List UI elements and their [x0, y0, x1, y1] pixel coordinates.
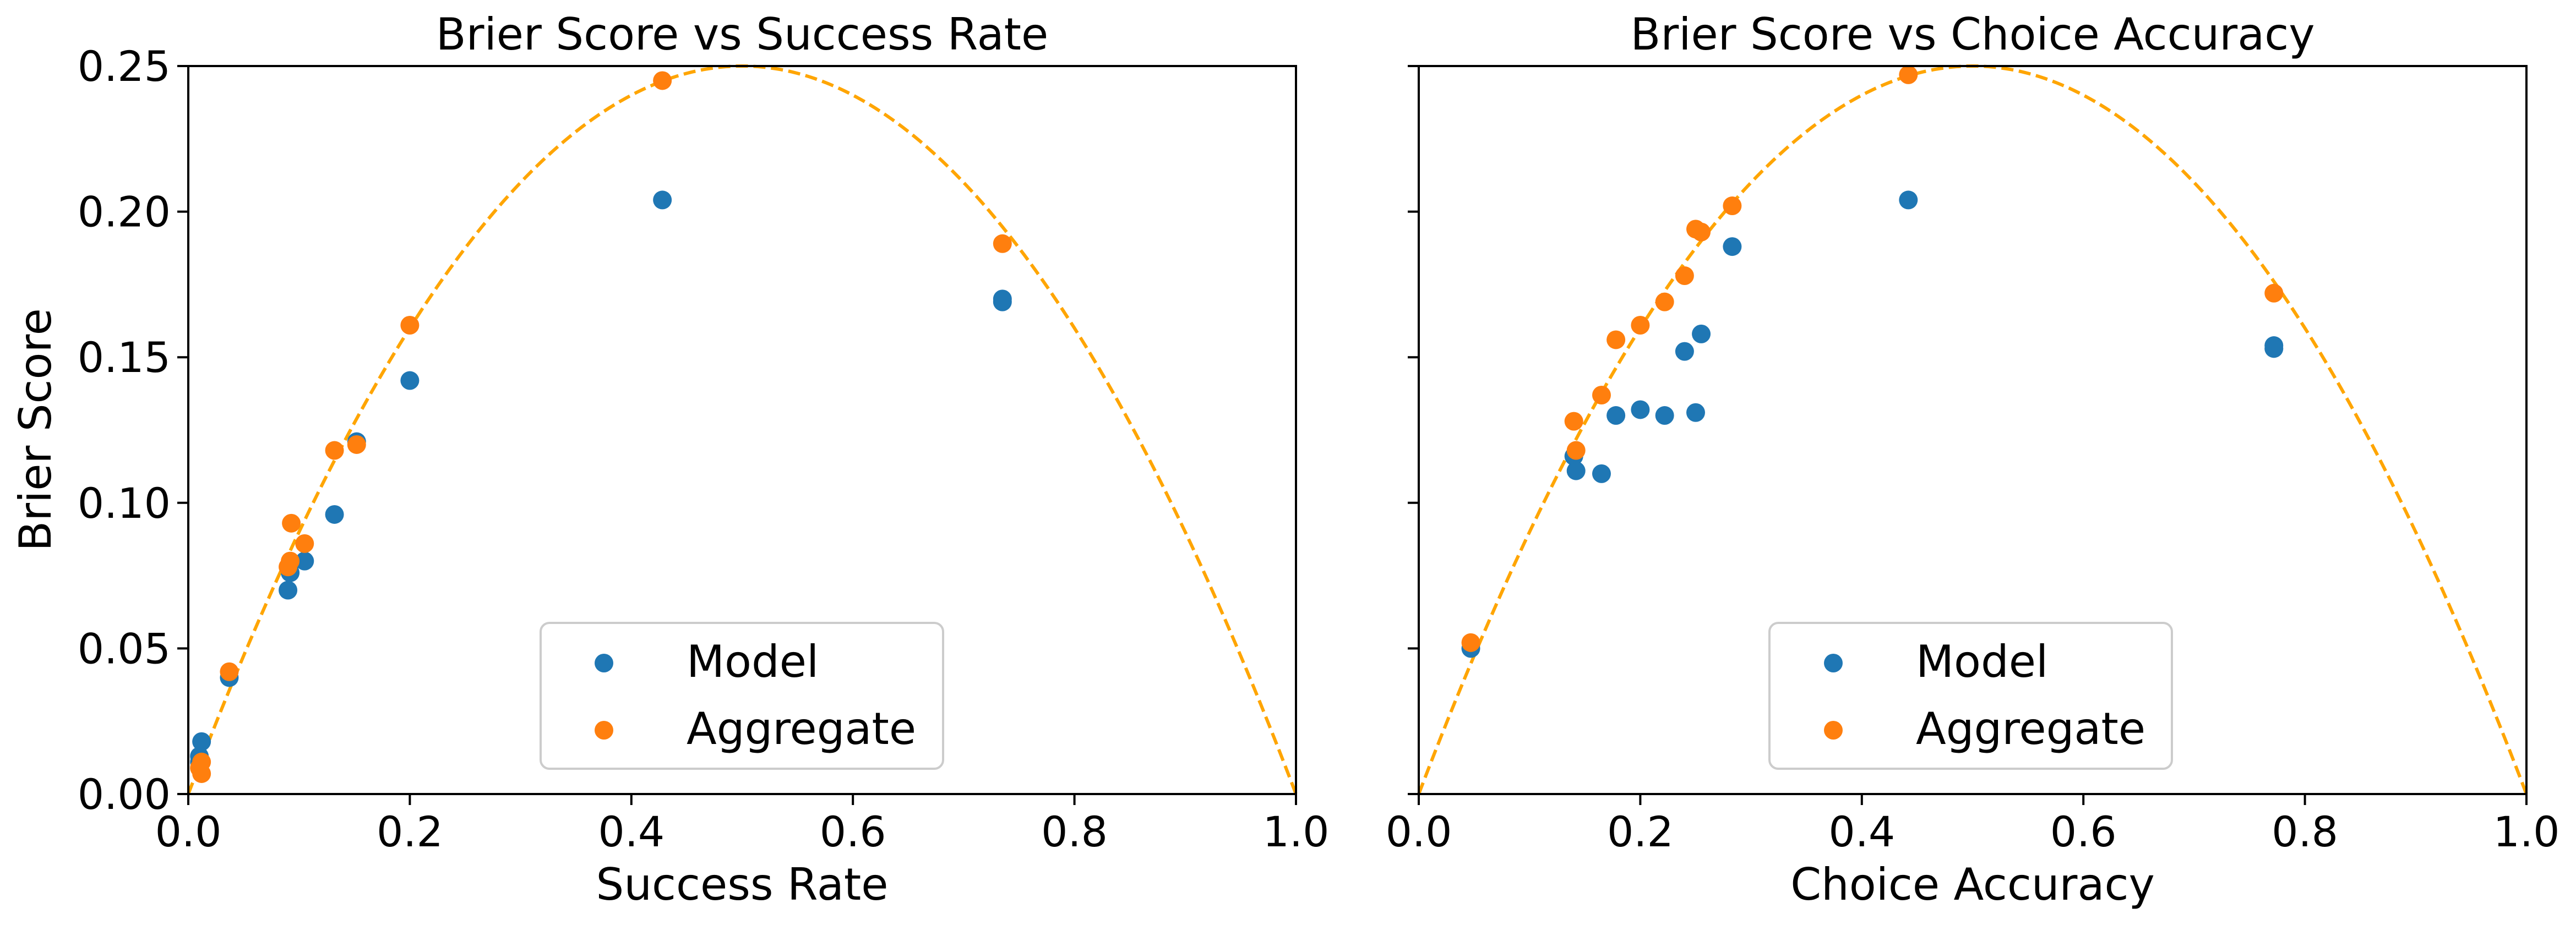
point-model [1686, 403, 1705, 422]
y-tick-label: 0.15 [78, 333, 171, 382]
x-tick-label: 0.0 [1386, 807, 1452, 856]
point-aggregate [192, 752, 211, 771]
point-model [993, 292, 1012, 311]
x-tick-label: 0.8 [1041, 807, 1108, 856]
x-tick-label: 0.2 [377, 807, 443, 856]
y-tick-label: 0.20 [78, 188, 171, 237]
points-layer [1461, 65, 2284, 658]
chart-success-rate: Brier Score vs Success Rate 0.0 0.2 0.4 0.6… [10, 9, 1329, 910]
legend-marker-aggregate [595, 721, 613, 740]
legend-label-aggregate: Aggregate [687, 703, 916, 754]
point-aggregate [1606, 330, 1626, 349]
legend-marker-model [1824, 654, 1843, 672]
legend-marker-aggregate [1824, 721, 1843, 740]
chart-choice-accuracy: Brier Score vs Choice Accuracy 0.0 0.2 0.4… [1386, 9, 2560, 910]
y-axis-label: Brier Score [10, 308, 61, 551]
x-axis-ticks: 0.0 0.2 0.4 0.6 0.8 1.0 [155, 794, 1330, 856]
point-model [279, 581, 298, 600]
point-aggregate [295, 534, 314, 553]
point-model [1675, 342, 1694, 361]
x-tick-label: 0.4 [598, 807, 665, 856]
point-aggregate [2264, 283, 2284, 303]
legend-marker-model [595, 654, 613, 672]
y-axis-ticks [1408, 65, 1419, 795]
chart-title: Brier Score vs Choice Accuracy [1630, 9, 2314, 60]
point-aggregate [282, 513, 301, 533]
point-aggregate [1692, 222, 1711, 242]
x-tick-label: 0.6 [2050, 807, 2117, 856]
plot-frame [187, 65, 1297, 795]
y-tick-label: 0.05 [78, 624, 171, 673]
point-model [1692, 324, 1711, 343]
x-tick-label: 0.0 [155, 807, 222, 856]
x-tick-label: 0.6 [820, 807, 886, 856]
y-tick-label: 0.00 [78, 770, 171, 819]
point-model [1606, 406, 1626, 425]
plot-frame [1418, 65, 2528, 795]
point-aggregate [653, 71, 672, 90]
point-aggregate [279, 557, 298, 577]
point-model [1566, 461, 1586, 480]
point-aggregate [1899, 65, 1918, 84]
x-tick-label: 0.2 [1607, 807, 1674, 856]
point-model [400, 371, 420, 390]
point-aggregate [1723, 196, 1742, 216]
point-aggregate [1461, 633, 1480, 652]
legend: Model Aggregate [540, 622, 944, 770]
point-aggregate [347, 435, 366, 454]
legend-label-model: Model [687, 636, 819, 687]
y-tick-label: 0.10 [78, 479, 171, 528]
point-aggregate [1564, 412, 1583, 431]
point-model [325, 505, 344, 524]
point-aggregate [1675, 266, 1694, 286]
point-model [295, 551, 314, 571]
point-aggregate [1631, 315, 1650, 335]
x-tick-label: 0.8 [2272, 807, 2338, 856]
x-axis-label: Success Rate [596, 859, 889, 910]
points-layer [190, 71, 1012, 783]
point-aggregate [993, 234, 1012, 253]
legend: Model Aggregate [1768, 622, 2173, 770]
point-model [1723, 237, 1742, 256]
point-model [1592, 464, 1611, 483]
point-aggregate [1655, 292, 1674, 311]
x-axis-ticks: 0.0 0.2 0.4 0.6 0.8 1.0 [1386, 794, 2560, 856]
legend-label-aggregate: Aggregate [1916, 703, 2145, 754]
y-axis-ticks: 0.00 0.05 0.10 0.15 0.20 0.25 [78, 42, 188, 819]
point-aggregate [1592, 386, 1611, 404]
point-aggregate [1566, 441, 1586, 460]
y-tick-label: 0.25 [78, 42, 171, 91]
point-model [192, 732, 211, 751]
x-axis-label: Choice Accuracy [1790, 859, 2155, 910]
x-tick-label: 0.4 [1828, 807, 1895, 856]
point-aggregate [325, 441, 344, 460]
point-aggregate [400, 315, 420, 335]
point-model [653, 190, 672, 210]
x-tick-label: 1.0 [2493, 807, 2560, 856]
point-model [1655, 406, 1674, 425]
x-tick-label: 1.0 [1263, 807, 1330, 856]
legend-box [1768, 622, 2173, 770]
chart-title: Brier Score vs Success Rate [436, 9, 1048, 60]
point-model [1899, 190, 1918, 210]
point-aggregate [220, 662, 239, 681]
legend-box [540, 622, 944, 770]
point-model [2264, 339, 2284, 358]
legend-label-model: Model [1916, 636, 2048, 687]
point-model [1631, 400, 1650, 419]
